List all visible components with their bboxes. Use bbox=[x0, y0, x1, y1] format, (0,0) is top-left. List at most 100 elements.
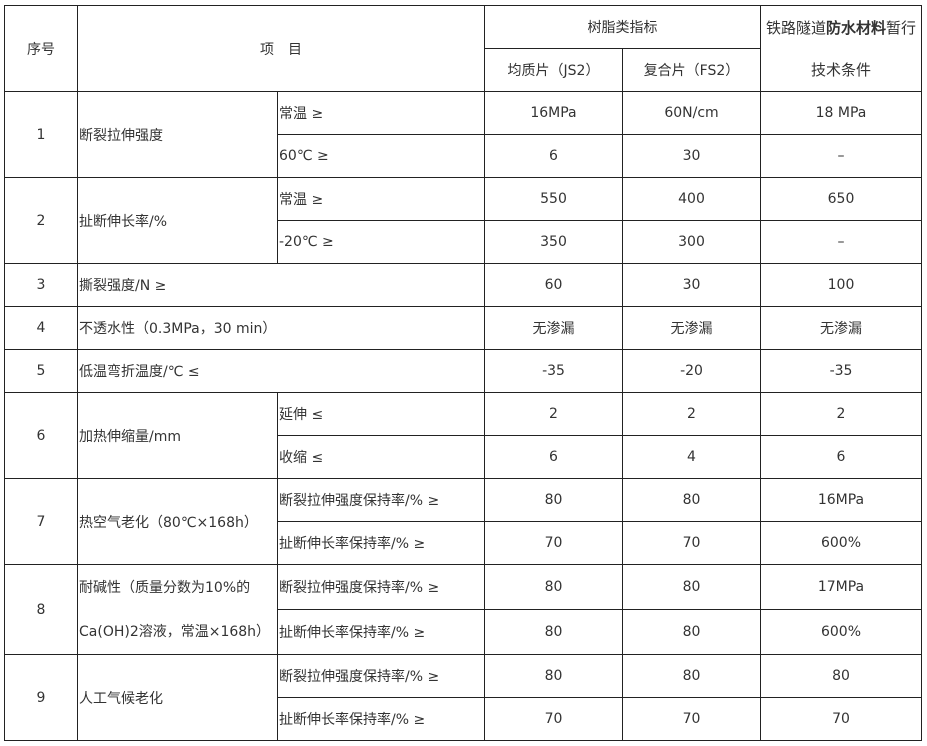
value-rail: 18 MPa bbox=[760, 91, 922, 135]
value-js2: 无渗漏 bbox=[484, 306, 623, 350]
item-name: 耐碱性（质量分数为10%的 Ca(OH)2溶液，常温×168h） bbox=[77, 564, 278, 655]
rail-prefix: 铁路隧道 bbox=[765, 18, 826, 37]
rail-suffix: 暂行 bbox=[886, 18, 917, 37]
table-row: 7 热空气老化（80℃×168h） 断裂拉伸强度保持率/% ≥80 80 16MPa bbox=[4, 478, 922, 565]
value-fs2: 80 bbox=[622, 654, 761, 698]
value-fs2: 80 bbox=[622, 564, 761, 610]
row-number: 5 bbox=[4, 349, 78, 393]
header-item: 项 目 bbox=[77, 5, 485, 92]
value-js2: 6 bbox=[484, 134, 623, 178]
item-name-line2: Ca(OH)2溶液，常温×168h） bbox=[79, 623, 271, 640]
value-fs2: 70 bbox=[622, 521, 761, 565]
header-fs2: 复合片（FS2） bbox=[622, 48, 761, 92]
item-name: 人工气候老化 bbox=[77, 654, 278, 741]
value-rail: 600% bbox=[760, 609, 922, 655]
rail-line2: 技术条件 bbox=[810, 60, 871, 79]
row-number: 4 bbox=[4, 306, 78, 350]
table-row: 5 低温弯折温度/℃ ≤ -35 -20 -35 bbox=[4, 349, 922, 393]
row-number: 8 bbox=[4, 564, 78, 655]
value-fs2: 400 bbox=[622, 177, 761, 221]
row-number: 1 bbox=[4, 91, 78, 178]
condition-label: 扯断伸长率保持率/% ≥ bbox=[277, 609, 485, 655]
value-rail: 无渗漏 bbox=[760, 306, 922, 350]
row-number: 7 bbox=[4, 478, 78, 565]
row-number: 9 bbox=[4, 654, 78, 741]
item-name: 撕裂强度/N ≥ bbox=[77, 263, 485, 307]
value-fs2: 2 bbox=[622, 392, 761, 436]
header-js2: 均质片（JS2） bbox=[484, 48, 623, 92]
value-js2: 70 bbox=[484, 521, 623, 565]
value-js2: -35 bbox=[484, 349, 623, 393]
value-rail: 16MPa bbox=[760, 478, 922, 522]
value-js2: 550 bbox=[484, 177, 623, 221]
value-fs2: 60N/cm bbox=[622, 91, 761, 135]
item-name: 不透水性（0.3MPa，30 min） bbox=[77, 306, 485, 350]
table-row: 2 扯断伸长率/% 常温 ≥550 400 650 bbox=[4, 177, 922, 264]
value-fs2: 30 bbox=[622, 134, 761, 178]
value-fs2: 300 bbox=[622, 220, 761, 264]
value-fs2: 无渗漏 bbox=[622, 306, 761, 350]
value-rail: 600% bbox=[760, 521, 922, 565]
row-number: 6 bbox=[4, 392, 78, 479]
value-rail: – bbox=[760, 220, 922, 264]
condition-label: 扯断伸长率保持率/% ≥ bbox=[277, 697, 485, 741]
value-js2: 80 bbox=[484, 478, 623, 522]
value-rail: 80 bbox=[760, 654, 922, 698]
item-name-line1: 耐碱性（质量分数为10%的 bbox=[79, 579, 251, 596]
value-fs2: 4 bbox=[622, 435, 761, 479]
value-rail: 17MPa bbox=[760, 564, 922, 610]
value-js2: 2 bbox=[484, 392, 623, 436]
item-name: 热空气老化（80℃×168h） bbox=[77, 478, 278, 565]
value-rail: 6 bbox=[760, 435, 922, 479]
table-row: 1 断裂拉伸强度 常温 ≥16MPa 60N/cm 18 MPa bbox=[4, 91, 922, 178]
value-js2: 80 bbox=[484, 654, 623, 698]
value-fs2: 30 bbox=[622, 263, 761, 307]
value-rail: -35 bbox=[760, 349, 922, 393]
value-rail: – bbox=[760, 134, 922, 178]
value-js2: 80 bbox=[484, 609, 623, 655]
table-row: 收缩 ≤6 4 6 bbox=[5, 435, 922, 479]
table-row: 60℃ ≥6 30– bbox=[5, 134, 922, 178]
value-js2: 60 bbox=[484, 263, 623, 307]
condition-label: 60℃ ≥ bbox=[277, 134, 485, 178]
item-name: 加热伸缩量/mm bbox=[77, 392, 278, 479]
rail-bold: 防水材料 bbox=[825, 18, 886, 37]
condition-label: 常温 ≥ bbox=[277, 177, 485, 221]
value-fs2: -20 bbox=[622, 349, 761, 393]
table-row: 4 不透水性（0.3MPa，30 min） 无渗漏 无渗漏 无渗漏 bbox=[4, 306, 922, 350]
item-name: 断裂拉伸强度 bbox=[77, 91, 278, 178]
condition-label: 断裂拉伸强度保持率/% ≥ bbox=[277, 564, 485, 610]
table-row: 扯断伸长率保持率/% ≥80 80 600% bbox=[5, 609, 922, 655]
header-resin-group: 树脂类指标 bbox=[484, 5, 761, 49]
header-rail-standard: 铁路隧道防水材料暂行 技术条件 bbox=[760, 5, 922, 92]
condition-label: 延伸 ≤ bbox=[277, 392, 485, 436]
item-name: 扯断伸长率/% bbox=[77, 177, 278, 264]
condition-label: 断裂拉伸强度保持率/% ≥ bbox=[277, 654, 485, 698]
value-rail: 100 bbox=[760, 263, 922, 307]
value-rail: 650 bbox=[760, 177, 922, 221]
value-js2: 70 bbox=[484, 697, 623, 741]
value-rail: 2 bbox=[760, 392, 922, 436]
value-js2: 16MPa bbox=[484, 91, 623, 135]
value-fs2: 70 bbox=[622, 697, 761, 741]
spec-table: 序号 项 目 树脂类指标 铁路隧道防水材料暂行 技术条件 均质片（JS2） 复合… bbox=[4, 5, 922, 741]
condition-label: -20℃ ≥ bbox=[277, 220, 485, 264]
value-js2: 350 bbox=[484, 220, 623, 264]
value-js2: 80 bbox=[484, 564, 623, 610]
item-name: 低温弯折温度/℃ ≤ bbox=[77, 349, 485, 393]
header-row: 序号 项 目 树脂类指标 铁路隧道防水材料暂行 技术条件 bbox=[4, 5, 922, 92]
header-no: 序号 bbox=[4, 5, 78, 92]
table-row: -20℃ ≥350 300– bbox=[5, 220, 922, 264]
table-row: 8 耐碱性（质量分数为10%的 Ca(OH)2溶液，常温×168h） 断裂拉伸强度保持… bbox=[4, 564, 922, 655]
row-number: 2 bbox=[4, 177, 78, 264]
condition-label: 断裂拉伸强度保持率/% ≥ bbox=[277, 478, 485, 522]
table-row: 9 人工气候老化 断裂拉伸强度保持率/% ≥80 80 80 bbox=[4, 654, 922, 741]
table-row: 扯断伸长率保持率/% ≥70 70 70 bbox=[5, 697, 922, 741]
header-row-2: 均质片（JS2） 复合片（FS2） bbox=[5, 48, 922, 92]
table-row: 6 加热伸缩量/mm 延伸 ≤2 2 2 bbox=[4, 392, 922, 479]
condition-label: 常温 ≥ bbox=[277, 91, 485, 135]
condition-label: 收缩 ≤ bbox=[277, 435, 485, 479]
condition-label: 扯断伸长率保持率/% ≥ bbox=[277, 521, 485, 565]
row-number: 3 bbox=[4, 263, 78, 307]
table-row: 3 撕裂强度/N ≥60 30 100 bbox=[4, 263, 922, 307]
